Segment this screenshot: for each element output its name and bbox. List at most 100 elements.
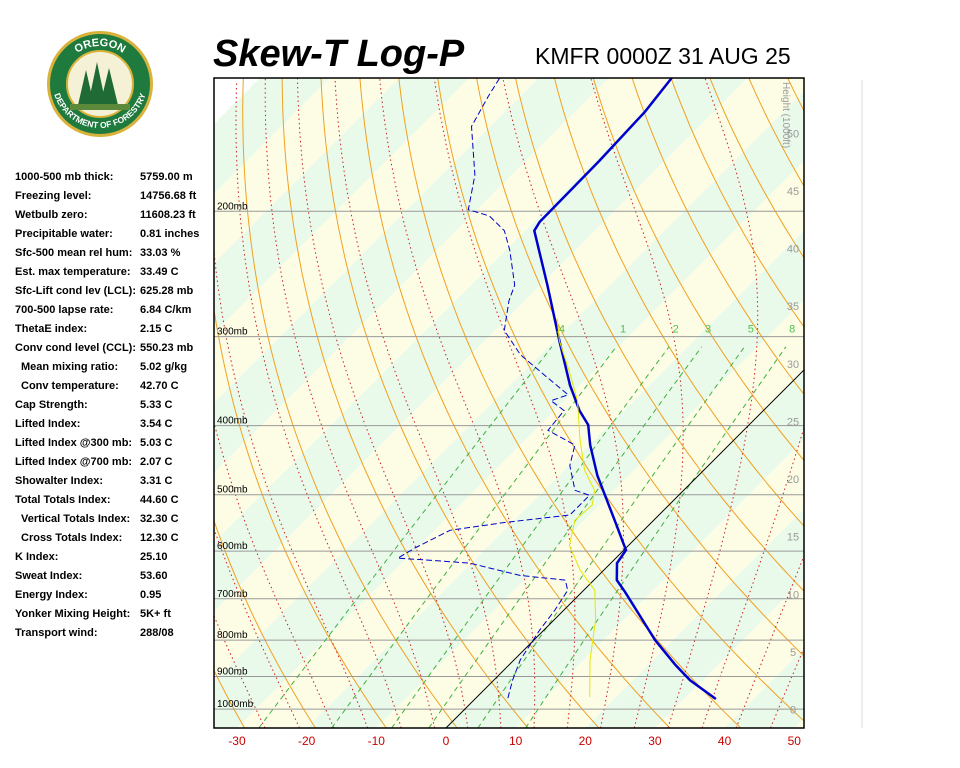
moist-adiabat	[297, 78, 469, 728]
dry-adiabat	[670, 78, 804, 328]
x-tick-label: 50	[788, 734, 802, 748]
index-label: Sfc-500 mean rel hum:	[15, 247, 132, 259]
isotherm-band	[724, 648, 804, 728]
index-label: Wetbulb zero:	[15, 209, 88, 221]
mixing-ratio-line	[258, 346, 553, 728]
index-value: 11608.23 ft	[140, 209, 196, 221]
isotherm-band	[214, 78, 804, 682]
index-label: Est. max temperature:	[15, 266, 131, 278]
isotherm-band	[794, 718, 804, 728]
pressure-label: 300mb	[217, 327, 248, 338]
x-tick-label: -20	[298, 734, 316, 748]
index-value: 44.60 C	[140, 494, 179, 506]
height-axis-label: Height (1000ft)	[780, 82, 791, 148]
index-value: 14756.68 ft	[140, 190, 197, 202]
dry-adiabat	[631, 78, 804, 396]
index-value: 625.28 mb	[140, 285, 193, 297]
pressure-label: 400mb	[217, 416, 248, 427]
index-label: Precipitable water:	[15, 228, 113, 240]
mixing-ratio-label: 2	[673, 324, 679, 336]
pressure-label: 200mb	[217, 201, 248, 212]
index-value: 0.95	[140, 589, 161, 601]
index-value: 5.02 g/kg	[140, 361, 187, 373]
dry-adiabat	[214, 519, 316, 728]
title: Skew-T Log-P	[213, 33, 465, 75]
index-value: 550.23 mb	[140, 342, 193, 354]
sounding-line	[556, 318, 597, 698]
mixing-ratio-line	[391, 346, 670, 728]
subtitle: KMFR 0000Z 31 AUG 25	[535, 43, 791, 69]
logo-trees	[78, 62, 118, 105]
dry-adiabat	[553, 78, 804, 527]
index-label: Mean mixing ratio:	[21, 361, 118, 373]
index-label: 1000-500 mb thick:	[15, 171, 113, 183]
mixing-ratio-line	[477, 346, 745, 728]
dry-adiabat	[592, 78, 804, 462]
height-tick-label: 0	[790, 705, 796, 717]
plot-frame	[213, 77, 805, 729]
isotherm-band	[376, 300, 804, 728]
index-label: Vertical Totals Index:	[21, 513, 130, 525]
index-value: 25.10	[140, 551, 168, 563]
logo-top-path: OREGON	[73, 37, 128, 56]
index-label: Energy Index:	[15, 589, 88, 601]
dry-adiabat	[437, 78, 804, 722]
dry-adiabat	[827, 78, 960, 728]
index-label: Freezing level:	[15, 190, 91, 202]
height-tick-label: 50	[787, 128, 799, 140]
index-value: 3.54 C	[140, 418, 172, 430]
index-value: 42.70 C	[140, 380, 179, 392]
dry-adiabat	[320, 78, 600, 728]
dry-adiabat	[709, 78, 804, 259]
moist-adiabat	[667, 78, 759, 728]
height-tick-label: 5	[790, 647, 796, 659]
height-tick-label: 25	[787, 416, 799, 428]
mixing-ratio-label: 5	[748, 324, 754, 336]
dry-adiabat	[476, 78, 804, 657]
mixing-ratio-label: 1	[620, 324, 626, 336]
index-value: 32.30 C	[140, 513, 179, 525]
pressure-label: 900mb	[217, 667, 248, 678]
isotherm-band	[654, 578, 804, 728]
x-tick-label: -10	[368, 734, 386, 748]
index-value: 53.60	[140, 570, 168, 582]
index-value: 5.33 C	[140, 399, 172, 411]
dry-adiabat	[359, 78, 671, 728]
dry-adiabat	[515, 78, 804, 592]
freezing-isotherm	[445, 369, 804, 728]
pressure-label: 800mb	[217, 630, 248, 641]
sounding-line	[396, 78, 591, 699]
dry-adiabat	[866, 78, 960, 728]
moist-adiabat	[433, 78, 576, 728]
pressure-label: 500mb	[217, 485, 248, 496]
mixing-ratio-line	[331, 346, 617, 728]
dry-adiabat	[214, 306, 387, 728]
index-label: K Index:	[15, 551, 58, 563]
pressure-label: 700mb	[217, 589, 248, 600]
indices-panel: 1000-500 mb thick: 5759.00 m Freezing leve…	[15, 171, 199, 639]
index-value: 288/08	[140, 627, 174, 639]
logo-ground	[70, 104, 130, 110]
isotherm-band	[585, 509, 804, 728]
mixing-ratio-line	[428, 346, 703, 728]
index-value: 5.03 C	[140, 437, 172, 449]
dry-adiabat	[281, 78, 529, 728]
moist-adiabat	[214, 246, 369, 728]
index-value: 5K+ ft	[140, 608, 171, 620]
index-label: Total Totals Index:	[15, 494, 111, 506]
index-value: 0.81 inches	[140, 228, 199, 240]
height-tick-label: 45	[787, 186, 799, 198]
height-tick-label: 20	[787, 474, 799, 486]
mixing-ratio-label: 8	[789, 324, 795, 336]
dry-adiabat	[787, 78, 804, 112]
dry-adiabat	[398, 78, 742, 728]
axes: 1000mb 900mb 800mb 700mb 600mb 500mb 400mb 300m…	[217, 82, 801, 748]
sounding-line	[532, 78, 717, 701]
moist-adiabat	[334, 78, 502, 728]
logo-top-text: OREGON	[73, 37, 128, 56]
index-value: 12.30 C	[140, 532, 179, 544]
height-tick-label: 10	[787, 589, 799, 601]
x-tick-label: 10	[509, 734, 523, 748]
index-label: Cap Strength:	[15, 399, 88, 411]
